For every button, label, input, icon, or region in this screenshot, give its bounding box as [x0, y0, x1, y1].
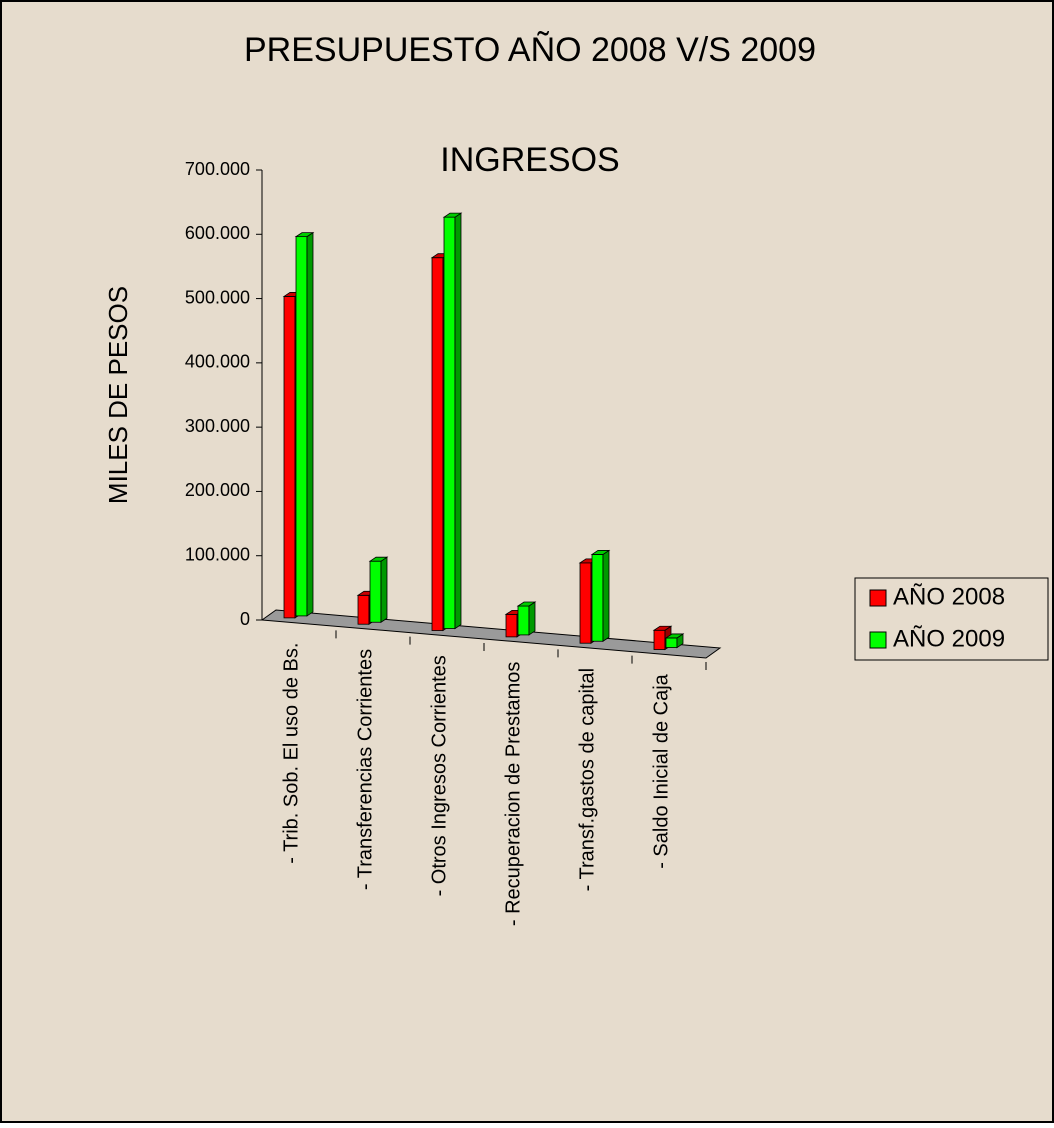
bar-top [652, 625, 673, 631]
bar [516, 601, 537, 636]
bar-front [431, 257, 444, 631]
x-tick-label: - Recuperacion de Prestamos [502, 662, 524, 927]
bar-top [294, 232, 315, 238]
bar-side [602, 549, 610, 642]
bar-side [528, 601, 536, 636]
y-tick-label: 200.000 [185, 480, 250, 500]
bar-front [505, 613, 518, 638]
legend-label: AÑO 2009 [893, 625, 1005, 652]
bar-side [306, 231, 314, 617]
y-tick-label: 400.000 [185, 352, 250, 372]
bar-top [590, 550, 611, 555]
bar-front [517, 605, 530, 636]
y-tick-label: 700.000 [185, 159, 250, 179]
bar-top [368, 556, 389, 562]
bar-front [591, 554, 604, 642]
bar-side [454, 212, 462, 630]
y-tick-label: 600.000 [185, 223, 250, 243]
bar-front [369, 560, 382, 623]
bar-front [579, 562, 592, 644]
bar-front [283, 296, 296, 619]
y-tick-label: 100.000 [185, 544, 250, 564]
y-tick-label: 500.000 [185, 287, 250, 307]
x-tick-label: - Transf.gastos de capital [576, 668, 598, 891]
bar [368, 556, 389, 623]
x-tick-label: - Otros Ingresos Corrientes [428, 655, 450, 896]
chart-title: PRESUPUESTO AÑO 2008 V/S 2009 [244, 31, 816, 69]
y-axis-label: MILES DE PESOS [103, 286, 133, 504]
bar [590, 549, 611, 642]
bar [294, 231, 315, 617]
bar-top [442, 212, 463, 218]
bar [442, 212, 463, 630]
legend-swatch [869, 589, 887, 607]
bar-side [380, 556, 388, 623]
y-tick-label: 0 [240, 609, 250, 629]
bar-top [516, 601, 537, 607]
bar-front [653, 629, 666, 650]
y-tick-label: 300.000 [185, 416, 250, 436]
bar-front [443, 216, 456, 629]
bar-front [357, 594, 370, 625]
x-tick-label: - Transferencias Corrientes [354, 649, 376, 890]
x-tick-label: - Trib. Sob. El uso de Bs. [280, 643, 302, 864]
bar [664, 633, 685, 649]
legend-swatch [869, 631, 887, 649]
legend-box [854, 577, 1049, 661]
bar-top [664, 633, 685, 639]
bar-front [665, 637, 678, 648]
legend-label: AÑO 2008 [893, 583, 1005, 610]
x-tick-label: - Saldo Inicial de Caja [650, 673, 672, 868]
bar-front [295, 236, 308, 617]
chart-subtitle: INGRESOS [440, 141, 619, 179]
